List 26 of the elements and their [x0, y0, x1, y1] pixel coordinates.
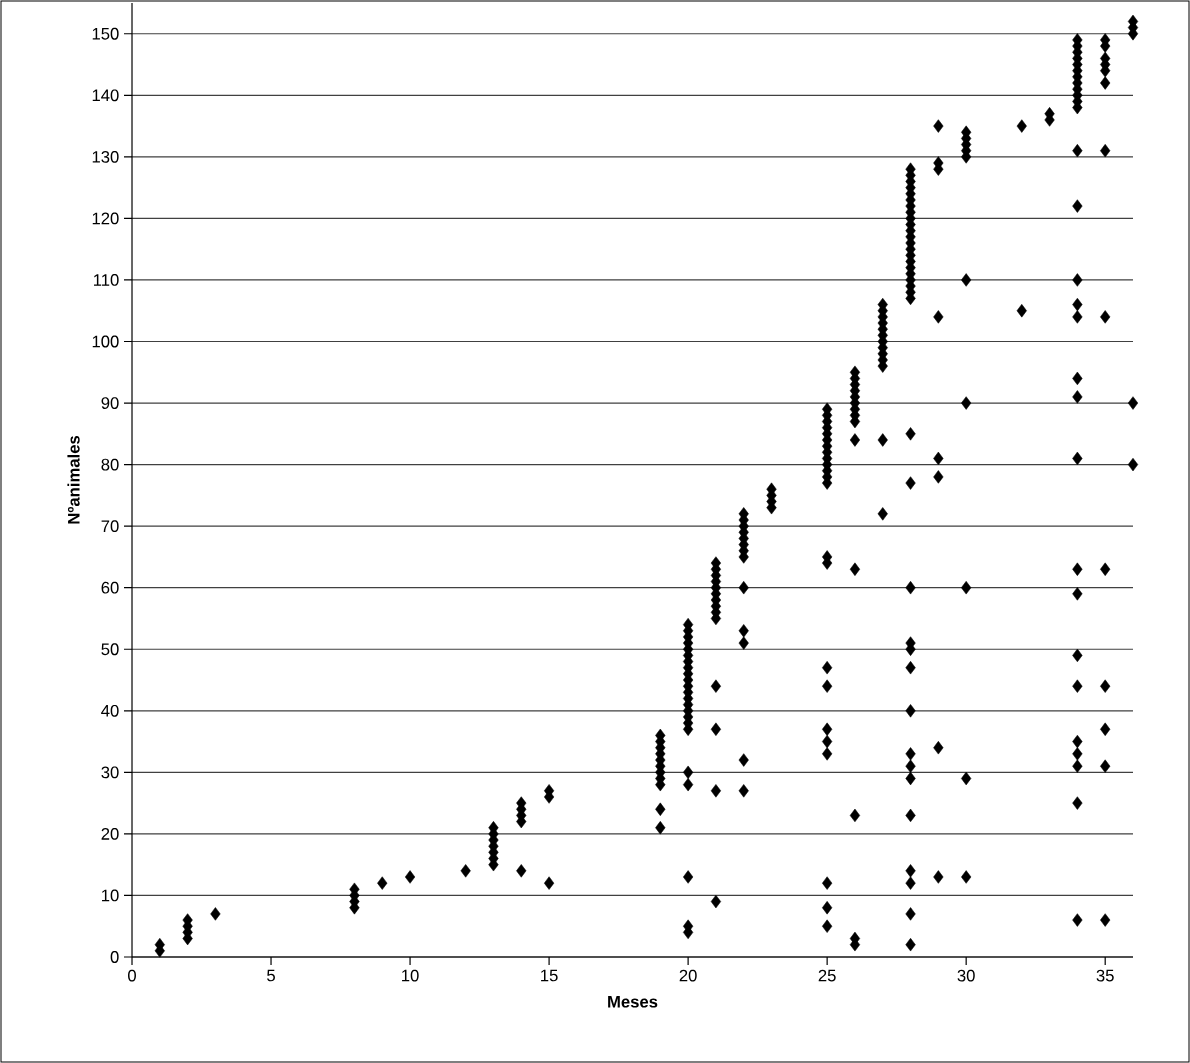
y-tick-label: 70 [101, 520, 119, 533]
y-tick-label: 0 [110, 951, 119, 963]
y-tick-label: 60 [101, 581, 119, 594]
y-tick-label: 30 [101, 766, 119, 779]
y-tick-label: 150 [92, 27, 119, 40]
y-tick-label: 90 [101, 397, 119, 409]
y-tick-label: 100 [92, 335, 119, 348]
y-axis-title: Nºanimales [67, 435, 80, 524]
x-tick-label: 0 [128, 969, 136, 982]
y-tick-label: 40 [101, 704, 119, 717]
y-tick-label: 140 [92, 89, 119, 102]
y-tick-label: 20 [101, 828, 119, 840]
y-tick-label: 80 [101, 458, 119, 471]
y-tick-label: 110 [94, 274, 119, 286]
x-tick-label: 10 [402, 969, 419, 982]
x-tick-label: 5 [267, 969, 275, 982]
x-tick-label: 25 [818, 969, 836, 982]
x-tick-label: 15 [541, 969, 558, 982]
x-tick-label: 30 [957, 969, 975, 982]
y-tick-label: 10 [102, 889, 119, 902]
y-tick-label: 130 [92, 150, 119, 163]
x-axis-title: Meses [608, 995, 658, 1008]
y-tick-label: 120 [92, 212, 119, 225]
x-tick-label: 35 [1096, 969, 1114, 982]
x-tick-label: 20 [679, 969, 697, 982]
y-tick-label: 50 [101, 643, 119, 656]
